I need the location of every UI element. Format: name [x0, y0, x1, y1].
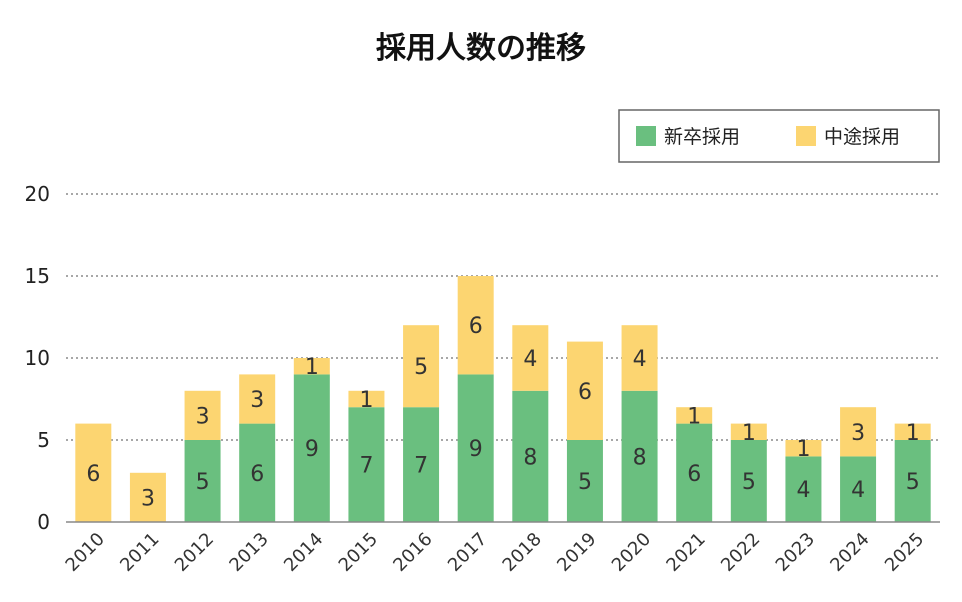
legend-swatch-new-grad	[636, 126, 656, 146]
x-tick-label: 2025	[881, 529, 928, 576]
x-tick-label: 2019	[553, 529, 600, 576]
bar-mid-career-2023	[785, 440, 822, 457]
bar-mid-career-2018	[512, 325, 549, 391]
data-label: 6	[469, 314, 483, 339]
y-tick-label: 20	[25, 182, 50, 206]
x-tick-label: 2023	[772, 529, 819, 576]
bar-mid-career-2010	[75, 423, 112, 522]
data-label: 3	[196, 404, 210, 429]
bar-mid-career-2020	[621, 325, 658, 391]
data-labels: 6 3 5 3 6 3 9 1 7 1 7 5 9 6 8 4 5 6 8 4 6 1 5 1 4 1 4 3 5 1	[86, 314, 919, 511]
bar-new-grad-2025	[894, 440, 931, 522]
legend-label-new-grad: 新卒採用	[664, 126, 740, 148]
data-label: 1	[906, 421, 920, 446]
bar-new-grad-2022	[730, 440, 767, 522]
data-label: 3	[851, 421, 865, 446]
bar-mid-career-2014	[293, 358, 330, 375]
bar-mid-career-2022	[730, 423, 767, 440]
data-label: 5	[906, 470, 920, 495]
x-tick-label: 2010	[62, 529, 109, 576]
x-axis: 2010 2011 2012 2013 2014 2015 2016 2017 2018 2019…	[62, 521, 940, 576]
y-tick-label: 5	[37, 428, 50, 452]
data-label: 5	[414, 355, 428, 380]
data-label: 5	[578, 470, 592, 495]
bar-new-grad-2018	[512, 390, 549, 522]
data-label: 1	[305, 355, 319, 380]
x-tick-label: 2020	[608, 529, 655, 576]
data-label: 4	[633, 347, 647, 372]
y-tick-label: 15	[25, 264, 50, 288]
data-label: 1	[687, 404, 701, 429]
x-tick-label: 2011	[116, 529, 163, 576]
data-label: 4	[796, 478, 810, 503]
x-tick-label: 2016	[389, 529, 436, 576]
bar-new-grad-2015	[348, 407, 385, 522]
data-label: 1	[359, 388, 373, 413]
bar-mid-career-2012	[184, 390, 221, 440]
x-tick-label: 2018	[499, 529, 546, 576]
data-label: 1	[742, 421, 756, 446]
data-label: 6	[86, 462, 100, 487]
data-label: 9	[469, 437, 483, 462]
x-tick-label: 2012	[171, 529, 218, 576]
data-label: 6	[687, 462, 701, 487]
bar-new-grad-2012	[184, 440, 221, 522]
bar-new-grad-2013	[239, 423, 276, 522]
bar-mid-career-2015	[348, 390, 385, 408]
x-tick-label: 2024	[826, 529, 873, 576]
data-label: 4	[851, 478, 865, 503]
bar-new-grad-2019	[566, 440, 603, 522]
bar-new-grad-2017	[457, 374, 494, 522]
bar-new-grad-2024	[840, 456, 877, 522]
bar-new-grad-2021	[676, 423, 713, 522]
data-label: 1	[796, 437, 810, 462]
bar-mid-career-2016	[403, 325, 440, 408]
x-tick-label: 2013	[225, 529, 272, 576]
bar-new-grad-2014	[293, 374, 330, 522]
legend: 新卒採用 中途採用	[618, 109, 940, 163]
data-label: 9	[305, 437, 319, 462]
data-label: 6	[578, 380, 592, 405]
bar-mid-career-2024	[840, 407, 877, 457]
legend-frame	[618, 109, 940, 163]
bar-mid-career-2019	[566, 341, 603, 440]
x-tick-label: 2014	[280, 529, 327, 576]
data-label: 7	[414, 454, 428, 479]
bar-mid-career-2011	[129, 472, 166, 522]
data-label: 6	[250, 462, 264, 487]
legend-swatch-mid-career	[796, 126, 816, 146]
y-tick-label: 10	[25, 346, 50, 370]
legend-label-mid-career: 中途採用	[824, 126, 900, 148]
data-label: 7	[359, 454, 373, 479]
data-label: 4	[523, 347, 537, 372]
bar-mid-career-2025	[894, 423, 931, 440]
data-label: 3	[250, 388, 264, 413]
bar-new-grad-2016	[403, 407, 440, 522]
bars	[75, 276, 931, 522]
bar-new-grad-2020	[621, 390, 658, 522]
bar-mid-career-2017	[457, 276, 494, 375]
data-label: 8	[633, 445, 647, 470]
data-label: 3	[141, 486, 155, 511]
data-label: 5	[196, 470, 210, 495]
bar-mid-career-2013	[239, 374, 276, 424]
x-tick-label: 2022	[717, 529, 764, 576]
data-label: 8	[523, 445, 537, 470]
bar-new-grad-2023	[785, 456, 822, 522]
data-label: 5	[742, 470, 756, 495]
bar-mid-career-2021	[676, 407, 713, 424]
x-tick-label: 2017	[444, 529, 491, 576]
x-tick-label: 2021	[662, 529, 709, 576]
y-tick-label: 0	[37, 510, 50, 534]
x-tick-label: 2015	[335, 529, 382, 576]
y-axis: 0 5 10 15 20	[25, 182, 50, 534]
chart-title: 採用人数の推移	[376, 31, 586, 66]
